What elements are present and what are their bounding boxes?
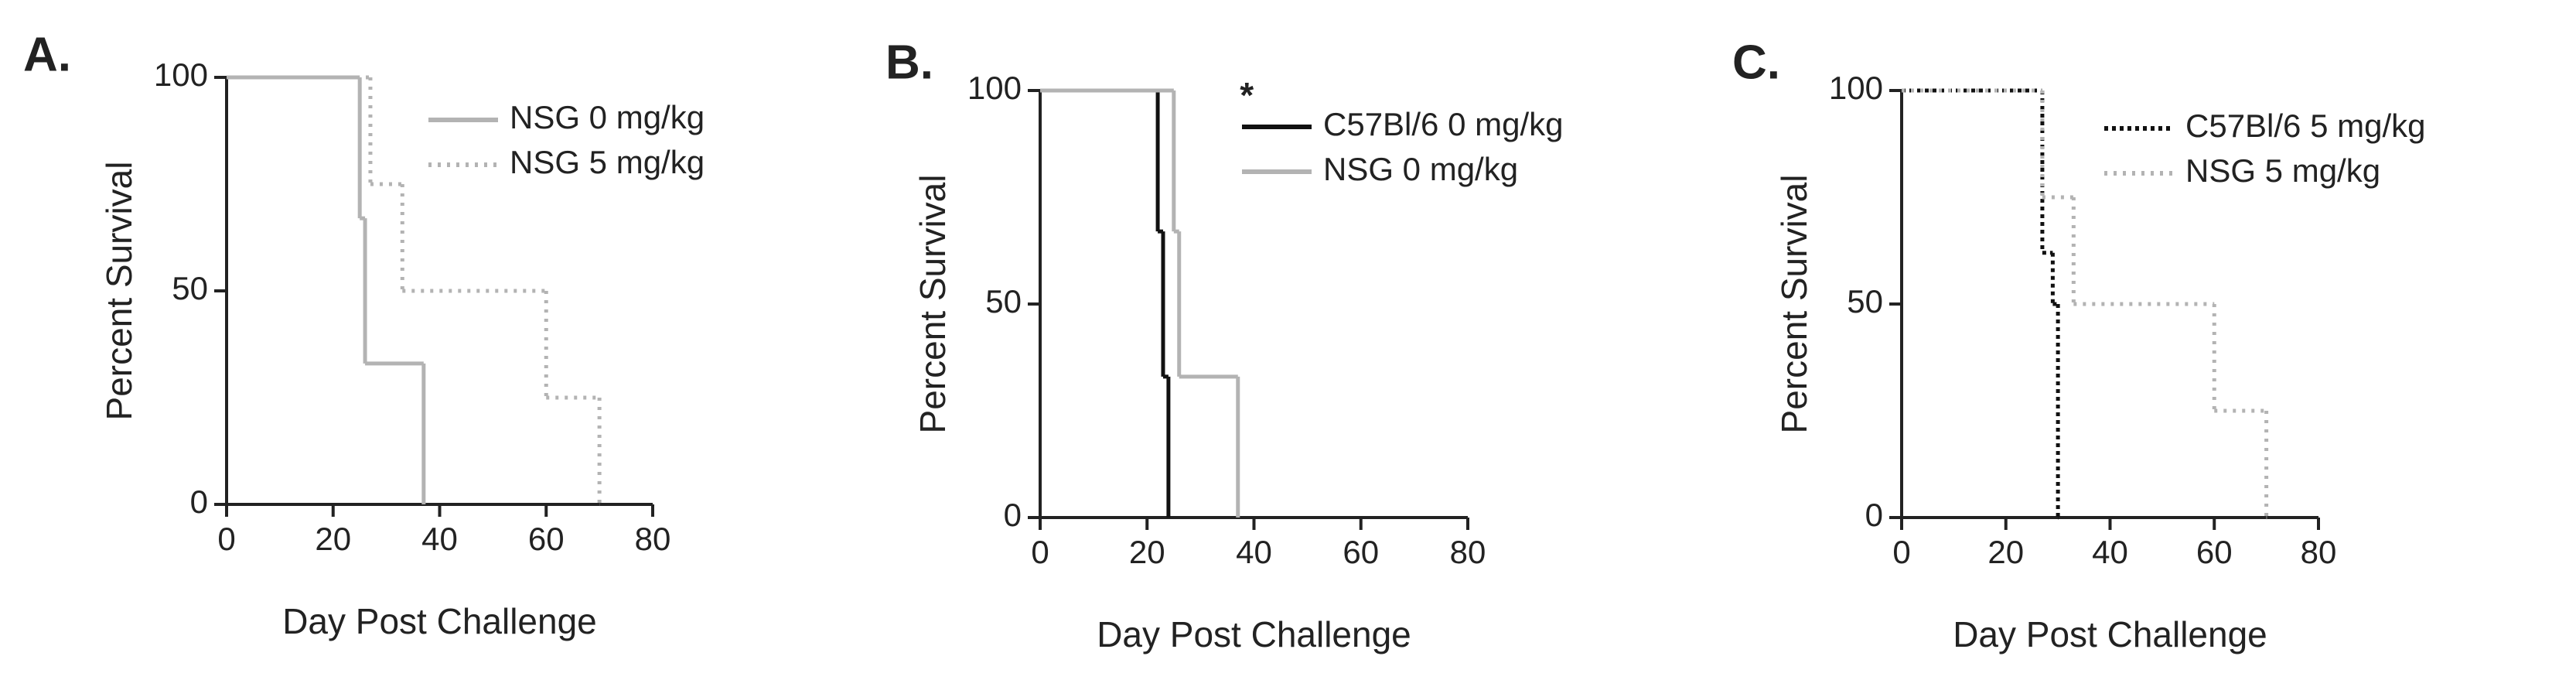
legend-label: NSG 5 mg/kg	[510, 144, 705, 180]
x-tick-label: 80	[635, 521, 671, 557]
legend-label: NSG 0 mg/kg	[510, 99, 705, 135]
y-axis-title: Percent Survival	[913, 175, 953, 434]
x-tick-label: 0	[217, 521, 235, 557]
x-tick-label: 80	[2301, 534, 2337, 570]
legend-label: NSG 0 mg/kg	[1323, 151, 1518, 187]
x-tick-label: 80	[1450, 534, 1486, 570]
x-axis-title: Day Post Challenge	[282, 601, 597, 641]
y-tick-label: 0	[1004, 497, 1022, 533]
x-tick-label: 60	[528, 521, 565, 557]
y-tick-label: 100	[967, 70, 1022, 106]
y-tick-label: 50	[985, 283, 1022, 319]
y-tick-label: 50	[172, 270, 208, 306]
annotation: *	[1240, 75, 1254, 115]
x-tick-label: 20	[1987, 534, 2024, 570]
x-axis-title: Day Post Challenge	[1097, 614, 1411, 654]
y-tick-label: 0	[190, 484, 208, 520]
legend-label: C57Bl/6 5 mg/kg	[2185, 108, 2426, 144]
x-tick-label: 20	[315, 521, 351, 557]
panel-label: C.	[1732, 36, 1780, 89]
y-axis-title: Percent Survival	[1774, 175, 1814, 434]
panel-label: B.	[885, 36, 933, 89]
x-tick-label: 60	[1343, 534, 1379, 570]
x-tick-label: 40	[421, 521, 458, 557]
legend-label: NSG 5 mg/kg	[2185, 152, 2380, 189]
x-tick-label: 60	[2196, 534, 2233, 570]
y-axis-title: Percent Survival	[99, 162, 139, 421]
y-tick-label: 50	[1847, 283, 1883, 319]
x-tick-label: 40	[2092, 534, 2128, 570]
x-axis-title: Day Post Challenge	[1953, 614, 2267, 654]
x-tick-label: 40	[1236, 534, 1272, 570]
x-tick-label: 0	[1031, 534, 1049, 570]
y-tick-label: 100	[154, 56, 208, 93]
legend-label: C57Bl/6 0 mg/kg	[1323, 106, 1564, 142]
x-tick-label: 0	[1892, 534, 1910, 570]
y-tick-label: 100	[1829, 70, 1883, 106]
x-tick-label: 20	[1129, 534, 1165, 570]
y-tick-label: 0	[1865, 497, 1883, 533]
panel-label: A.	[23, 28, 71, 81]
